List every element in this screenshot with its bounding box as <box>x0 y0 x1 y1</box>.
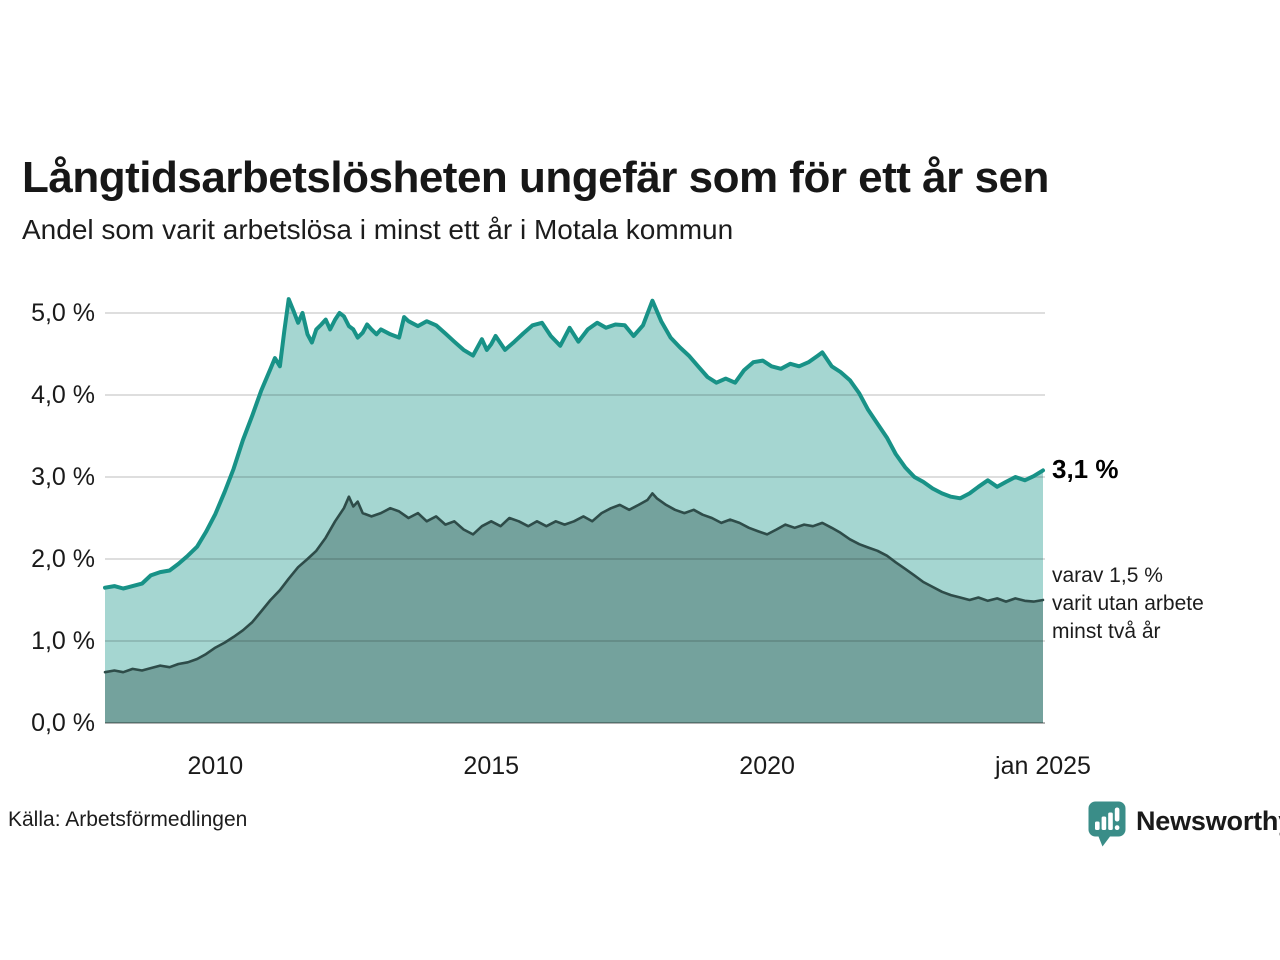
chart-title: Långtidsarbetslösheten ungefär som för e… <box>22 153 1049 203</box>
y-tick-label: 0,0 % <box>31 709 95 737</box>
latest-total-label: 3,1 % <box>1052 454 1119 484</box>
bar-medium <box>1101 816 1107 830</box>
y-tick-label: 2,0 % <box>31 545 95 573</box>
x-tick-label: jan 2025 <box>995 752 1091 780</box>
x-tick-label: 2015 <box>463 752 520 780</box>
newsworthy-icon <box>1088 801 1126 847</box>
y-tick-label: 1,0 % <box>31 627 95 655</box>
y-tick-label: 4,0 % <box>31 381 95 409</box>
x-tick-label: 2020 <box>739 752 795 780</box>
bar-small <box>1095 821 1100 830</box>
bar-large <box>1108 812 1113 830</box>
x-tick-label: 2010 <box>187 752 244 780</box>
source-label: Källa: Arbetsförmedlingen <box>8 808 248 831</box>
latest-two-year-label: varav 1,5 % varit utan arbete minst två … <box>1052 562 1204 646</box>
newsworthy-wordmark: Newsworthy <box>1136 805 1280 836</box>
line-two-year <box>103 492 1045 674</box>
exclamation-bar <box>1114 807 1120 822</box>
speech-bubble-shape <box>1088 801 1126 847</box>
y-tick-label: 3,0 % <box>31 463 95 491</box>
annotation-line: varit utan arbete <box>1052 592 1204 615</box>
y-tick-label: 5,0 % <box>31 299 95 327</box>
newsworthy-logo: Newsworthy <box>1087 800 1280 848</box>
exclamation-dot <box>1114 825 1120 830</box>
annotation-line: minst två år <box>1052 620 1161 643</box>
line-total <box>103 297 1045 591</box>
chart-subtitle: Andel som varit arbetslösa i minst ett å… <box>22 214 734 245</box>
area-fill-two-year <box>105 493 1043 723</box>
annotation-line: varav 1,5 % <box>1052 564 1163 587</box>
